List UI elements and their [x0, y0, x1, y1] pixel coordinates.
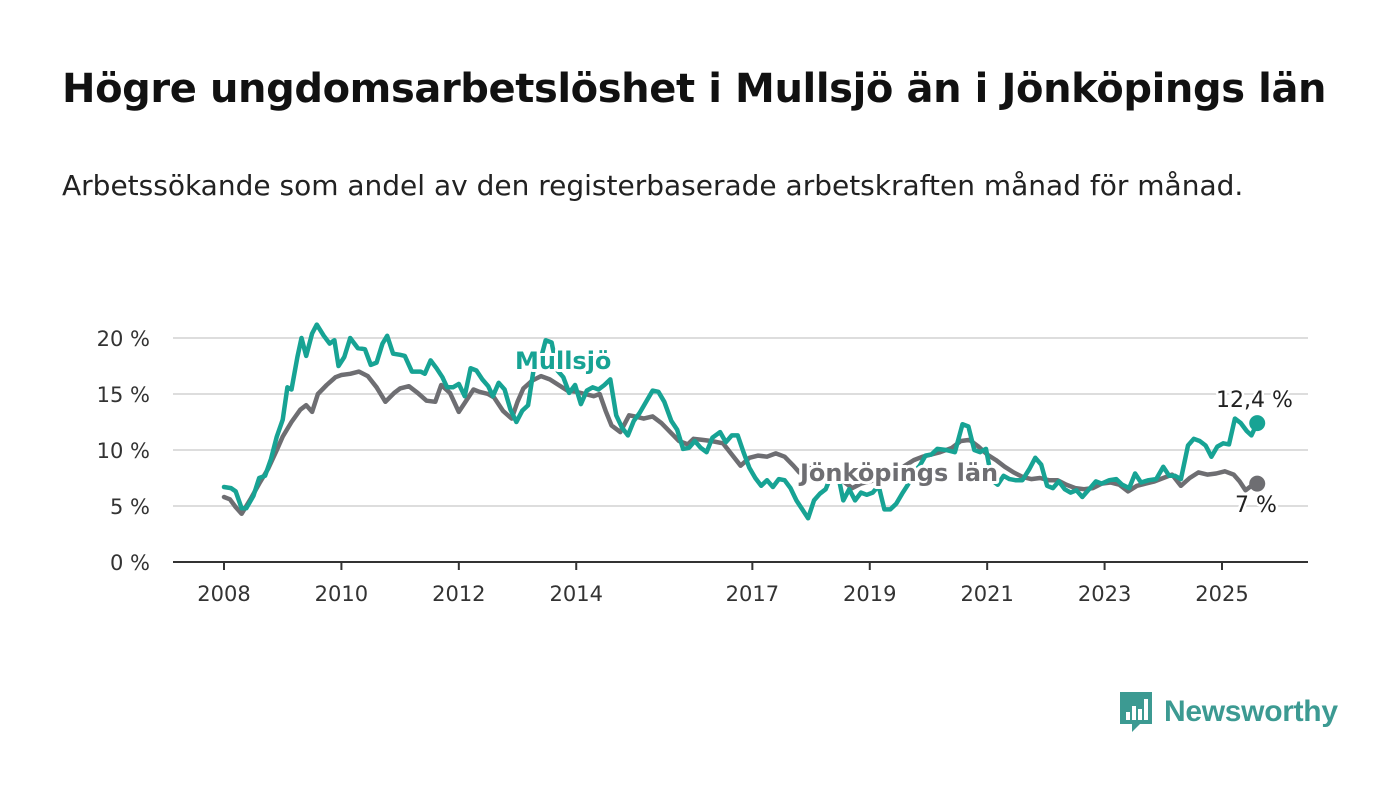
series-label-mullsjo: Mullsjö: [515, 347, 611, 375]
end-label-jonkoping: 7 %: [1235, 493, 1277, 518]
series-line-mullsjo: [221, 322, 1260, 521]
y-axis-ticks: 0 % 5 % 10 % 15 % 20 %: [97, 327, 150, 575]
series-lines: [221, 322, 1266, 521]
end-dot-mullsjo: [1249, 415, 1266, 432]
y-tick-label: 20 %: [97, 327, 150, 351]
newsworthy-logo-icon: [1120, 692, 1152, 732]
chart-title: Högre ungdomsarbetslöshet i Mullsjö än i…: [62, 66, 1327, 112]
x-tick-label: 2021: [960, 582, 1013, 606]
x-tick-label: 2014: [550, 582, 603, 606]
end-dot-jonkoping: [1249, 475, 1266, 492]
x-tick-label: 2025: [1195, 582, 1248, 606]
y-tick-label: 5 %: [110, 495, 150, 519]
x-axis-ticks: 2008 2010 2012 2014 2017 2019 2021 2023 2025: [197, 562, 1249, 606]
gridlines: [173, 337, 1308, 563]
series-label-jonkoping: Jönköpings län: [798, 459, 998, 487]
brand-logo: Newsworthy: [1118, 690, 1338, 734]
y-tick-label: 10 %: [97, 439, 150, 463]
chart-subtitle: Arbetssökande som andel av den registerb…: [62, 169, 1244, 202]
y-tick-label: 15 %: [97, 383, 150, 407]
x-tick-label: 2019: [843, 582, 896, 606]
series-labels: Mullsjö Jönköpings län 12,4 % 7 %: [512, 344, 1295, 521]
series-line-jonkoping: [221, 369, 1260, 517]
end-label-mullsjo: 12,4 %: [1216, 388, 1293, 413]
y-tick-label: 0 %: [110, 551, 150, 575]
x-tick-label: 2023: [1078, 582, 1131, 606]
x-tick-label: 2010: [315, 582, 368, 606]
x-tick-label: 2012: [432, 582, 485, 606]
x-tick-label: 2017: [726, 582, 779, 606]
brand-name: Newsworthy: [1164, 695, 1338, 728]
x-tick-label: 2008: [197, 582, 250, 606]
